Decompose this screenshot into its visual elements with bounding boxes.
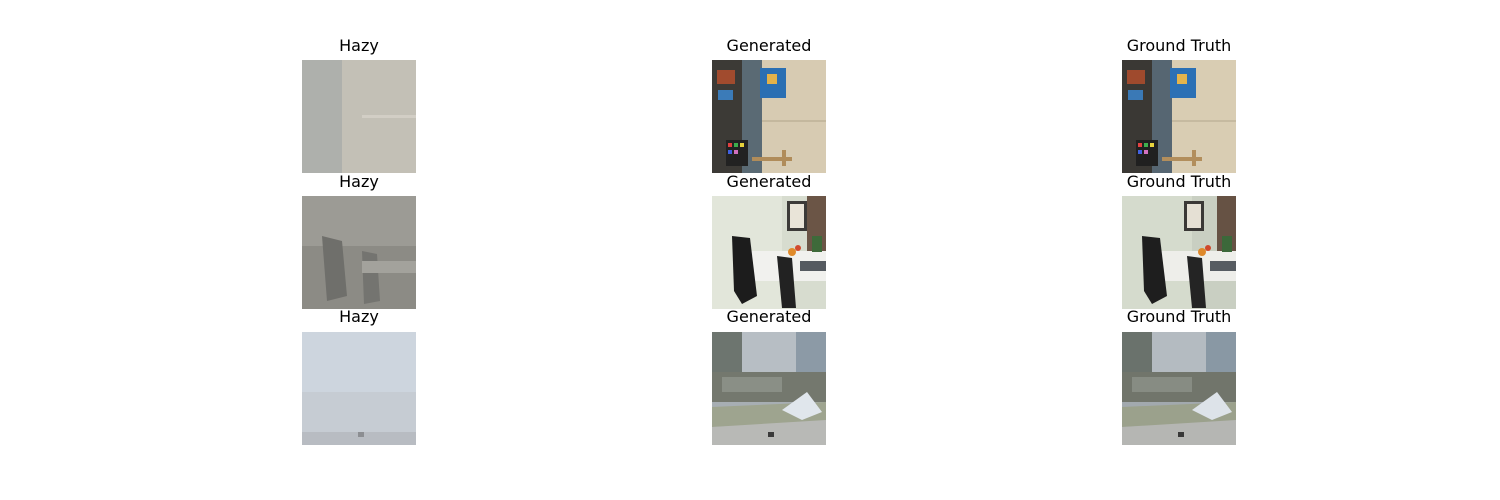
generated-image-park — [712, 332, 826, 445]
panel-title: Generated — [726, 36, 812, 55]
generated-image-office — [712, 196, 826, 309]
ground-truth-image-room — [1122, 60, 1236, 173]
generated-image-room — [712, 60, 826, 173]
ground-truth-image-office — [1122, 196, 1236, 309]
hazy-image-office — [302, 196, 416, 309]
panel-title: Ground Truth — [1126, 36, 1232, 55]
panel-title: Hazy — [339, 172, 379, 191]
panel-title: Ground Truth — [1126, 172, 1232, 191]
panel-title: Ground Truth — [1126, 307, 1232, 326]
panel-title: Generated — [726, 307, 812, 326]
panel-title: Hazy — [339, 307, 379, 326]
hazy-image-park — [302, 332, 416, 445]
panel-title: Generated — [726, 172, 812, 191]
ground-truth-image-park — [1122, 332, 1236, 445]
hazy-image-room — [302, 60, 416, 173]
panel-title: Hazy — [339, 36, 379, 55]
